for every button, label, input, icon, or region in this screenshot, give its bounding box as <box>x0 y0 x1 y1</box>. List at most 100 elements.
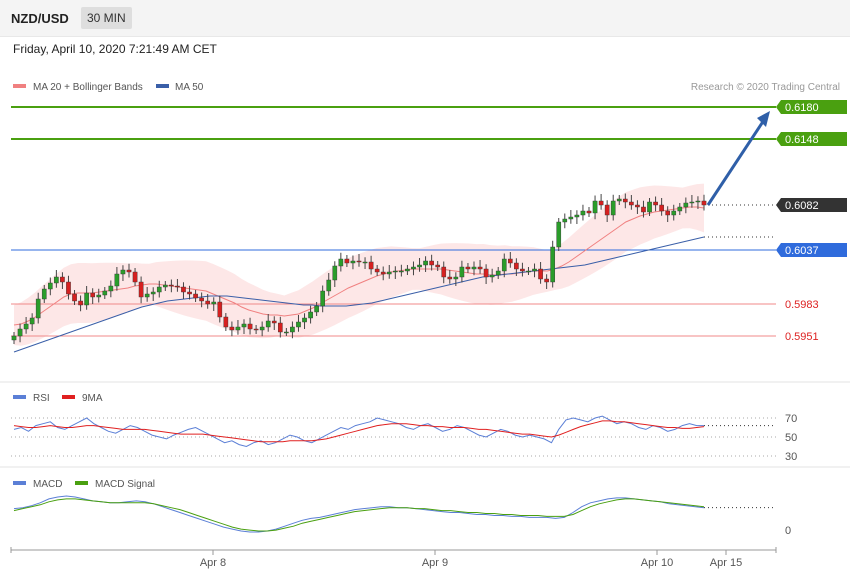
candle-bear <box>374 268 380 273</box>
candle-bull <box>616 198 622 202</box>
candle-bull <box>350 260 356 264</box>
candle-bull <box>156 286 162 293</box>
candle-bear <box>659 204 664 212</box>
macd-chart: 0 <box>13 495 791 537</box>
candle-bull <box>695 200 701 203</box>
candle-bull <box>501 258 507 272</box>
candle-bull <box>417 264 422 268</box>
rsi-legend-swatch <box>13 395 26 399</box>
candle-bull <box>96 294 102 298</box>
candle-bear <box>277 322 283 333</box>
price-chart: 0.6180 0.6148 0.6082 0.6037 0.5983 0.5951 <box>11 100 847 353</box>
macd-signal-line <box>13 498 705 532</box>
candle-bull <box>459 266 465 278</box>
candle-bull <box>592 200 598 214</box>
candle-bull <box>259 326 265 331</box>
candle-bear <box>538 268 543 280</box>
rsi-tick-30: 30 <box>785 451 797 463</box>
x-tick-label: Apr 8 <box>200 557 226 569</box>
ma20-legend-label: MA 20 + Bollinger Bands <box>33 82 143 93</box>
candle-bear <box>199 297 204 302</box>
x-axis: Apr 8 Apr 9 Apr 10 Apr 15 <box>10 547 777 569</box>
candle-bear <box>223 316 229 328</box>
candle-bear <box>477 266 483 270</box>
candle-bull <box>562 218 568 223</box>
macd-legend-label: MACD <box>33 479 62 490</box>
candle-bear <box>483 268 489 278</box>
level-tag-0.6037 <box>776 243 847 257</box>
candle-bull <box>144 293 150 298</box>
ma20-line <box>13 206 705 326</box>
rsi-ma-line <box>13 420 705 443</box>
candle-bull <box>314 305 319 313</box>
ma20-legend-swatch <box>13 84 26 88</box>
candle-bull <box>114 273 120 287</box>
candle-bear <box>60 276 65 283</box>
rsi-chart: 70 50 30 <box>11 413 797 463</box>
timeframe-badge[interactable]: 30 MIN <box>81 7 132 29</box>
candle-bull <box>647 201 652 213</box>
candle-bull <box>120 269 126 275</box>
x-tick-label: Apr 10 <box>641 557 673 569</box>
level-tag-0.6148 <box>776 132 847 146</box>
candle-bull <box>411 266 416 270</box>
candle-bull <box>162 284 168 288</box>
candle-bull <box>677 206 683 212</box>
candle-bull <box>308 311 313 319</box>
candle-bear <box>507 258 513 264</box>
rsi-legend-label: RSI <box>33 393 50 404</box>
candle-bull <box>11 335 17 341</box>
candle-bear <box>447 276 453 280</box>
candle-bear <box>205 300 211 305</box>
candle-bull <box>568 216 574 220</box>
timestamp: Friday, April 10, 2020 7:21:49 AM CET <box>13 42 217 56</box>
candle-bull <box>526 270 531 273</box>
level-label-0.6180: 0.6180 <box>785 102 819 114</box>
ma50-legend-label: MA 50 <box>175 82 204 93</box>
candle-bull <box>338 258 344 267</box>
candle-bull <box>290 326 295 333</box>
candle-bull <box>580 210 586 216</box>
level-tag-0.6082 <box>776 198 847 212</box>
level-label-0.5983: 0.5983 <box>785 299 819 311</box>
candle-bear <box>604 204 610 216</box>
candle-bear <box>429 260 434 266</box>
rsi-ma-legend-label: 9MA <box>82 393 103 404</box>
candle-bull <box>284 331 289 334</box>
candle-bear <box>586 210 592 214</box>
candle-bull <box>35 298 41 319</box>
candle-bull <box>102 290 108 296</box>
candle-bear <box>441 266 447 278</box>
candle-bear <box>665 210 671 216</box>
candle-bull <box>320 290 326 307</box>
candle-bull <box>332 265 338 281</box>
candle-bull <box>689 201 695 204</box>
level-label-0.6148: 0.6148 <box>785 134 819 146</box>
candle-bull <box>29 317 35 325</box>
candle-bull <box>302 317 307 323</box>
candle-bull <box>326 279 332 292</box>
rsi-tick-70: 70 <box>785 413 797 425</box>
candle-bear <box>635 204 640 208</box>
pair-title: NZD/USD <box>11 11 69 26</box>
candle-bull <box>610 200 616 216</box>
candle-bear <box>514 262 519 270</box>
candle-bull <box>399 270 404 273</box>
candle-bear <box>368 261 374 270</box>
level-label-0.6082: 0.6082 <box>785 200 819 212</box>
x-tick-label: Apr 9 <box>422 557 448 569</box>
candle-bear <box>66 281 71 295</box>
candle-bear <box>520 268 525 272</box>
macd-legend-swatch <box>13 481 26 485</box>
candle-bear <box>653 201 658 206</box>
candle-bull <box>574 214 580 218</box>
candle-bear <box>598 200 604 206</box>
candle-bear <box>126 269 132 273</box>
candle-bull <box>150 291 156 295</box>
candle-bear <box>622 198 628 203</box>
candle-bear <box>217 301 223 318</box>
ma50-legend-swatch <box>156 84 169 88</box>
candle-bull <box>54 276 59 284</box>
candle-bear <box>465 266 471 270</box>
candle-bull <box>17 328 23 337</box>
